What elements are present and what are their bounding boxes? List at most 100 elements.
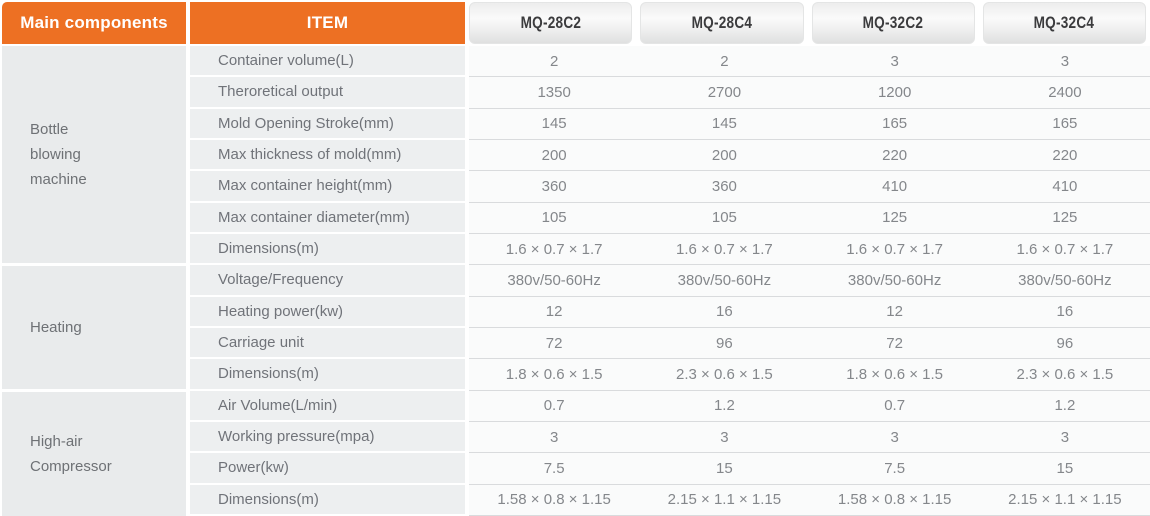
value-cell: 3 (639, 422, 809, 452)
spec-row: 200 200 220 220 (469, 139, 1150, 172)
value-text: 0.7 (543, 397, 565, 415)
value-cell: 1.8 × 0.6 × 1.5 (810, 359, 980, 389)
value-cell: 7.5 (469, 453, 639, 483)
item-label: Mold Opening Stroke(mm) (218, 114, 394, 132)
value-cell: 3 (980, 46, 1150, 76)
value-cell: 12 (469, 297, 639, 327)
section-label: High-air Compressor (30, 433, 112, 476)
value-cell: 3 (980, 422, 1150, 452)
value-cell: 96 (639, 328, 809, 358)
item-cell: Air Volume(L/min) (190, 390, 465, 422)
item-label: Dimensions(m) (218, 365, 319, 383)
value-text: 1.6 × 0.7 × 1.7 (505, 240, 603, 258)
value-text: 1200 (877, 83, 912, 101)
value-cell: 1.2 (639, 391, 809, 421)
model-column-header-label: MQ-32C2 (862, 13, 924, 32)
value-cell: 2400 (980, 77, 1150, 107)
item-label: Air Volume(L/min) (218, 396, 338, 414)
item-cell: Max container diameter(mm) (190, 202, 465, 234)
model-column-header: MQ-28C2 (469, 2, 633, 44)
value-text: 15 (716, 459, 733, 477)
value-cell: 1.6 × 0.7 × 1.7 (639, 234, 809, 264)
item-cell: Carriage unit (190, 327, 465, 360)
model-tabs: MQ-28C2 MQ-28C4 MQ-32C2 MQ-32C4 (465, 2, 1150, 44)
value-cell: 3 (810, 46, 980, 76)
value-text: 2.15 × 1.1 × 1.15 (1008, 491, 1122, 509)
value-cell: 125 (980, 203, 1150, 233)
value-text: 410 (882, 177, 908, 195)
value-text: 1350 (537, 83, 571, 101)
value-text: 72 (886, 334, 903, 352)
item-label: Heating power(kw) (218, 302, 344, 320)
value-cell: 72 (469, 328, 639, 358)
item-cell: Mold Opening Stroke(mm) (190, 108, 465, 140)
value-text: 15 (1056, 459, 1074, 477)
item-label: Theroretical output (218, 83, 344, 101)
value-text: 2.3 × 0.6 × 1.5 (676, 365, 773, 383)
model-column-header: MQ-32C2 (811, 2, 975, 44)
value-cell: 12 (810, 297, 980, 327)
value-cell: 1.2 (980, 391, 1150, 421)
value-text: 2400 (1048, 83, 1082, 101)
item-label: Max container height(mm) (218, 177, 393, 195)
item-header: ITEM (190, 2, 465, 44)
item-cell: Dimensions(m) (190, 359, 465, 391)
value-cell: 2.15 × 1.1 × 1.15 (639, 485, 809, 515)
item-cell: Power(kw) (190, 453, 465, 485)
item-label: Working pressure(mpa) (218, 428, 375, 446)
value-text: 1.6 × 0.7 × 1.7 (846, 240, 943, 258)
value-text: 1.58 × 0.8 × 1.15 (497, 491, 611, 509)
value-cell: 105 (639, 203, 809, 233)
value-cell: 2.3 × 0.6 × 1.5 (639, 359, 809, 389)
value-cell: 16 (980, 297, 1150, 327)
item-cell: Max thickness of mold(mm) (190, 139, 465, 172)
value-text: 12 (545, 303, 563, 321)
value-text: 410 (1052, 177, 1078, 195)
section-label: Bottle blowing machine (30, 120, 87, 188)
main-components-header: Main components (2, 2, 186, 44)
main-components-header-label: Main components (20, 13, 168, 32)
model-column-header-label: MQ-28C2 (520, 13, 581, 32)
value-text: 1.6 × 0.7 × 1.7 (676, 240, 773, 258)
section-label: Heating (30, 318, 82, 336)
value-cell: 165 (810, 109, 980, 139)
table-body: Bottle blowing machine Heating High-air Co… (0, 46, 1150, 516)
value-text: 1.2 (1054, 397, 1076, 415)
spec-row: 1.6 × 0.7 × 1.7 1.6 × 0.7 × 1.7 1.6 × 0.7 … (469, 233, 1150, 266)
value-text: 3 (890, 52, 899, 70)
value-cell: 3 (469, 422, 639, 452)
value-text: 16 (716, 303, 733, 321)
value-cell: 200 (469, 140, 639, 170)
value-text: 0.7 (884, 397, 906, 415)
value-cell: 2 (469, 46, 639, 76)
value-text: 96 (716, 334, 733, 352)
value-cell: 1.8 × 0.6 × 1.5 (469, 359, 639, 389)
value-cell: 200 (639, 140, 809, 170)
item-cell: Dimensions(m) (190, 484, 465, 516)
value-text: 3 (720, 428, 729, 446)
value-text: 380v/50-60Hz (847, 271, 942, 289)
value-cell: 380v/50-60Hz (469, 265, 639, 295)
value-cell: 410 (810, 171, 980, 201)
value-text: 7.5 (884, 459, 906, 477)
value-text: 360 (541, 177, 567, 195)
spec-row: 145 145 165 165 (469, 108, 1150, 140)
item-cell: Max container height(mm) (190, 171, 465, 203)
item-cell: Voltage/Frequency (190, 265, 465, 297)
value-text: 3 (890, 428, 899, 446)
value-cell: 7.5 (810, 453, 980, 483)
section-label-cell: High-air Compressor (2, 392, 186, 516)
value-text: 145 (541, 115, 567, 133)
spec-row: 360 360 410 410 (469, 171, 1150, 203)
value-cell: 125 (810, 203, 980, 233)
value-text: 7.5 (543, 459, 565, 477)
model-column-header-label: MQ-28C4 (691, 13, 753, 32)
item-cell: Container volume(L) (190, 46, 465, 78)
value-cell: 410 (980, 171, 1150, 201)
value-text: 1.6 × 0.7 × 1.7 (1016, 240, 1114, 258)
value-text: 220 (882, 146, 908, 164)
value-cell: 1.58 × 0.8 × 1.15 (469, 485, 639, 515)
value-cell: 2700 (639, 77, 809, 107)
value-cell: 145 (469, 109, 639, 139)
